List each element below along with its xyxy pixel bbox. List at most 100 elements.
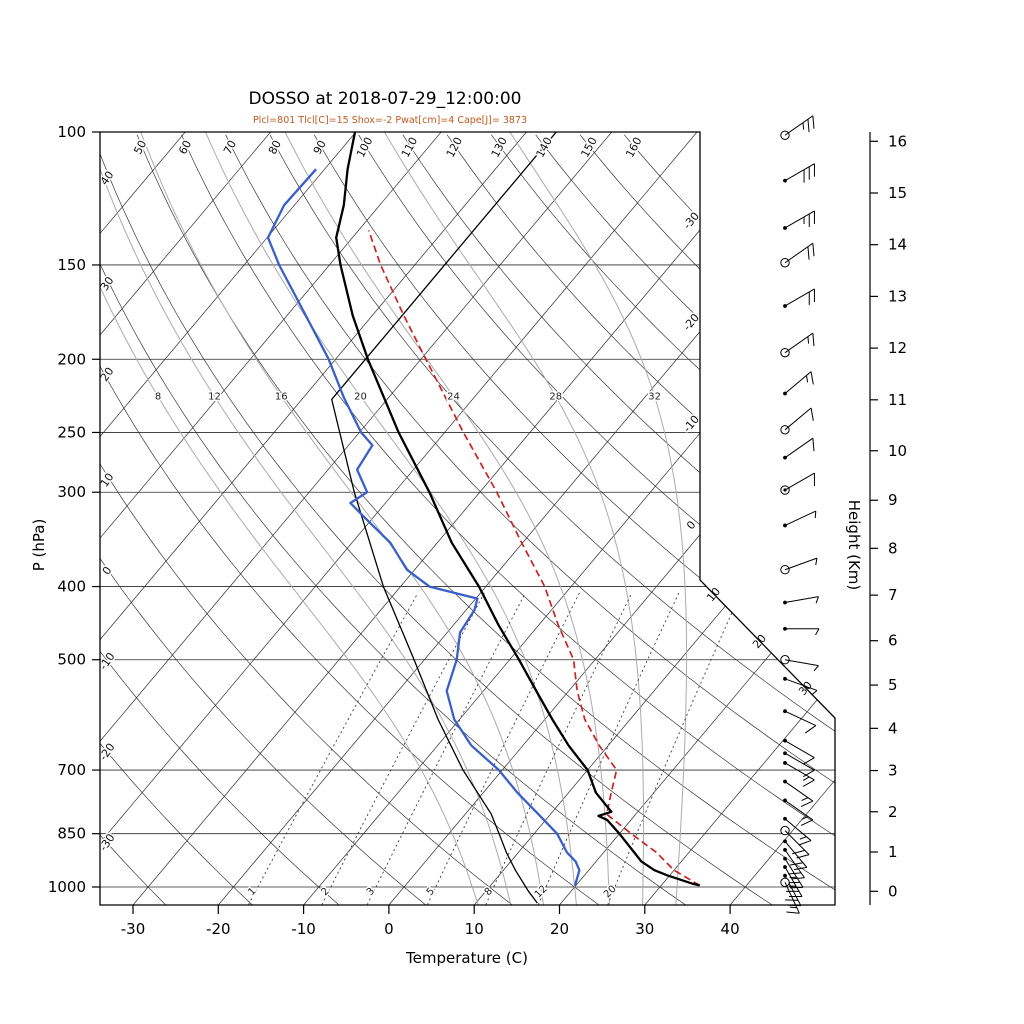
wind-barb: [783, 437, 815, 460]
pressure-axis-title: P (hPa): [30, 519, 48, 572]
sounding-curves: [266, 132, 701, 904]
wind-barb: [783, 163, 815, 183]
wind-barb: [783, 798, 814, 826]
svg-text:500: 500: [57, 651, 86, 669]
svg-text:-10: -10: [681, 413, 703, 435]
wind-barb: [780, 332, 815, 358]
svg-text:14: 14: [888, 236, 907, 254]
wind-barb: [783, 676, 818, 696]
standard-atmosphere-curve: [331, 132, 557, 904]
svg-text:80: 80: [266, 138, 284, 156]
svg-text:100: 100: [57, 123, 86, 141]
parcel-curve: [367, 230, 701, 887]
svg-text:24: 24: [447, 391, 460, 402]
svg-text:20: 20: [550, 920, 569, 938]
svg-text:10: 10: [888, 442, 907, 460]
svg-text:150: 150: [57, 256, 86, 274]
wind-barb: [780, 115, 815, 140]
svg-text:20: 20: [602, 884, 619, 901]
svg-text:6: 6: [888, 632, 898, 650]
svg-text:8: 8: [155, 391, 161, 402]
moist-adiabat-labels: 8 12 16 20 24 28 32: [153, 390, 662, 404]
svg-text:200: 200: [57, 350, 86, 368]
svg-text:12: 12: [888, 339, 907, 357]
temperature-curve: [335, 132, 700, 887]
pressure-axis: 100 150 200 250 300 400 500 700 850 1000: [48, 123, 100, 896]
svg-text:150: 150: [578, 135, 599, 160]
wind-barb: [783, 709, 817, 734]
wind-barb: [783, 626, 820, 636]
svg-text:40: 40: [721, 920, 740, 938]
svg-text:16: 16: [888, 132, 907, 150]
svg-text:7: 7: [888, 586, 898, 604]
svg-text:1: 1: [888, 843, 898, 861]
wind-barb: [780, 557, 818, 575]
svg-text:16: 16: [275, 391, 288, 402]
wind-barb: [783, 839, 808, 871]
wind-barb: [783, 210, 815, 230]
wind-barb: [783, 371, 814, 396]
height-axis-title: Height (Km): [845, 500, 863, 591]
svg-text:11: 11: [888, 391, 907, 409]
svg-text:-30: -30: [681, 210, 703, 232]
temperature-axis: -30 -20 -10 0 10 20 30 40: [121, 905, 740, 938]
svg-text:250: 250: [57, 423, 86, 441]
moist-adiabats: [100, 132, 688, 905]
wind-barb: [783, 510, 817, 528]
svg-text:0: 0: [384, 920, 394, 938]
svg-text:9: 9: [888, 491, 898, 509]
wind-barb: [783, 816, 812, 846]
chart-subtitle: Plcl=801 Tlcl[C]=15 Shox=-2 Pwat[cm]=4 C…: [253, 115, 527, 126]
svg-text:90: 90: [311, 138, 329, 156]
mixing-ratio-labels: 1 2 3 5 8 12 20: [245, 882, 620, 902]
wind-barb: [780, 472, 815, 495]
svg-text:10: 10: [465, 920, 484, 938]
svg-text:300: 300: [57, 483, 86, 501]
page-title: DOSSO at 2018-07-29_12:00:00: [249, 89, 522, 109]
mixing-ratio-lines: [248, 592, 742, 905]
svg-text:20: 20: [354, 391, 367, 402]
svg-text:850: 850: [57, 825, 86, 843]
svg-text:0: 0: [100, 564, 115, 577]
svg-text:5: 5: [425, 886, 437, 898]
svg-text:4: 4: [888, 719, 898, 737]
plot-frame: [99, 131, 836, 906]
dewpoint-curve: [266, 168, 581, 886]
pressure-gridlines: [100, 132, 835, 888]
svg-text:13: 13: [888, 287, 907, 305]
svg-text:60: 60: [176, 138, 194, 156]
svg-text:12: 12: [533, 884, 550, 901]
svg-text:3: 3: [365, 886, 377, 898]
svg-text:3: 3: [888, 762, 898, 780]
svg-text:400: 400: [57, 578, 86, 596]
wind-barb: [780, 407, 814, 435]
svg-text:1000: 1000: [48, 878, 86, 896]
wind-barb: [783, 751, 815, 778]
wind-barb: [780, 877, 800, 914]
svg-text:700: 700: [57, 761, 86, 779]
svg-text:28: 28: [549, 391, 562, 402]
svg-text:8: 8: [888, 539, 898, 557]
wind-barb: [783, 761, 815, 787]
svg-text:160: 160: [623, 135, 644, 160]
svg-text:-20: -20: [681, 311, 703, 333]
svg-text:12: 12: [208, 391, 221, 402]
svg-text:100: 100: [354, 135, 375, 160]
svg-text:15: 15: [888, 184, 907, 202]
svg-text:-30: -30: [121, 920, 146, 938]
wind-barb: [780, 655, 819, 672]
wind-barb: [783, 738, 815, 765]
wind-barb-column: [780, 115, 820, 914]
wind-barb: [783, 288, 815, 308]
wind-barb: [780, 242, 815, 268]
svg-text:0: 0: [684, 518, 698, 532]
svg-text:2: 2: [888, 803, 898, 821]
svg-text:0: 0: [888, 882, 898, 900]
svg-text:2: 2: [319, 886, 331, 898]
